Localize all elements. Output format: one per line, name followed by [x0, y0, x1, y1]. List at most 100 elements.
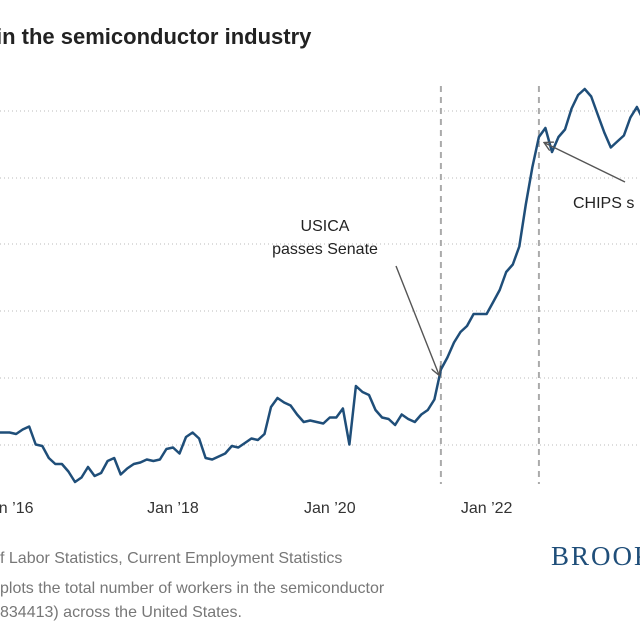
- data-point: [244, 442, 246, 444]
- data-point: [139, 461, 142, 464]
- data-point: [498, 289, 501, 291]
- data-point: [381, 416, 383, 419]
- data-point: [413, 421, 416, 423]
- data-point: [230, 445, 233, 447]
- x-tick-label: Jan ’18: [147, 500, 199, 517]
- data-point: [596, 113, 599, 116]
- x-axis-ticks: n ’16 Jan ’18 Jan ’20 Jan ’22: [0, 500, 513, 517]
- data-point: [629, 116, 632, 119]
- data-point: [93, 475, 96, 477]
- data-point: [453, 341, 455, 344]
- data-point: [577, 94, 579, 96]
- data-point: [623, 134, 625, 137]
- data-point: [636, 106, 638, 108]
- data-point: [538, 136, 540, 138]
- annotation-arrow: [545, 143, 626, 183]
- data-point: [315, 421, 318, 423]
- data-point: [609, 146, 612, 149]
- data-point: [211, 458, 213, 461]
- x-tick-label: Jan ’22: [461, 500, 513, 517]
- data-point: [159, 458, 161, 461]
- data-point: [119, 473, 122, 476]
- data-point: [48, 457, 50, 459]
- series-id-note: 834413) across the United States.: [0, 604, 242, 621]
- data-point: [217, 455, 220, 458]
- data-point: [146, 458, 148, 461]
- data-point: [113, 457, 115, 459]
- data-point: [322, 422, 325, 425]
- data-point: [132, 463, 135, 465]
- data-point: [283, 401, 285, 404]
- data-point: [106, 460, 109, 462]
- data-point: [557, 136, 560, 138]
- data-point: [564, 128, 566, 131]
- data-point: [440, 368, 442, 371]
- data-point: [74, 481, 76, 483]
- data-point: [472, 313, 475, 315]
- data-point: [433, 398, 436, 401]
- data-point: [570, 107, 573, 110]
- data-point: [603, 131, 606, 134]
- data-point: [54, 463, 57, 465]
- data-point: [511, 263, 514, 266]
- data-point: [518, 245, 521, 248]
- data-point: [361, 391, 364, 393]
- data-point: [394, 424, 396, 426]
- data-point: [80, 476, 83, 479]
- data-point: [185, 436, 187, 438]
- brookings-logo: BROOK: [551, 541, 640, 571]
- data-point: [616, 140, 619, 143]
- data-point: [87, 466, 89, 468]
- annotation-text: CHIPS s: [573, 195, 634, 212]
- data-point: [100, 472, 102, 474]
- data-point: [237, 446, 240, 449]
- data-point: [257, 439, 259, 441]
- series-line: [0, 87, 640, 484]
- data-point: [348, 443, 351, 446]
- data-point: [309, 419, 311, 422]
- data-point: [479, 313, 481, 315]
- data-point: [492, 301, 494, 303]
- data-point: [355, 385, 357, 387]
- data-point: [302, 421, 305, 423]
- data-point: [152, 460, 155, 462]
- data-point: [204, 457, 207, 459]
- data-point: [551, 151, 553, 153]
- annotation-arrow: [395, 265, 439, 375]
- data-point: [61, 463, 63, 465]
- data-point: [172, 446, 174, 449]
- source-note: f Labor Statistics, Current Employment S…: [0, 550, 343, 567]
- gridlines: [0, 110, 640, 446]
- data-point: [446, 356, 449, 359]
- data-point: [368, 394, 370, 396]
- data-point: [505, 271, 508, 273]
- data-point: [296, 413, 298, 416]
- data-point: [34, 443, 37, 446]
- data-point: [583, 88, 586, 90]
- data-point: [276, 397, 279, 399]
- x-tick-label: Jan ’20: [304, 500, 356, 517]
- data-point: [387, 418, 390, 420]
- data-point: [15, 433, 17, 435]
- data-point: [21, 428, 24, 431]
- data-point: [126, 467, 129, 470]
- data-point: [263, 433, 266, 435]
- data-point: [8, 431, 11, 434]
- data-point: [485, 313, 488, 315]
- data-point: [178, 452, 181, 455]
- series-layer: [0, 87, 640, 484]
- data-point: [459, 331, 462, 333]
- data-point: [544, 127, 547, 129]
- data-point: [335, 416, 338, 419]
- data-point: [28, 425, 31, 428]
- x-tick-label: n ’16: [0, 500, 34, 517]
- data-point: [41, 445, 44, 447]
- data-point: [289, 404, 292, 407]
- data-point: [525, 203, 527, 206]
- data-point: [191, 431, 194, 434]
- data-point: [250, 437, 253, 440]
- data-point: [531, 166, 534, 168]
- data-point: [466, 325, 468, 327]
- data-point: [342, 407, 344, 410]
- data-point: [590, 95, 592, 98]
